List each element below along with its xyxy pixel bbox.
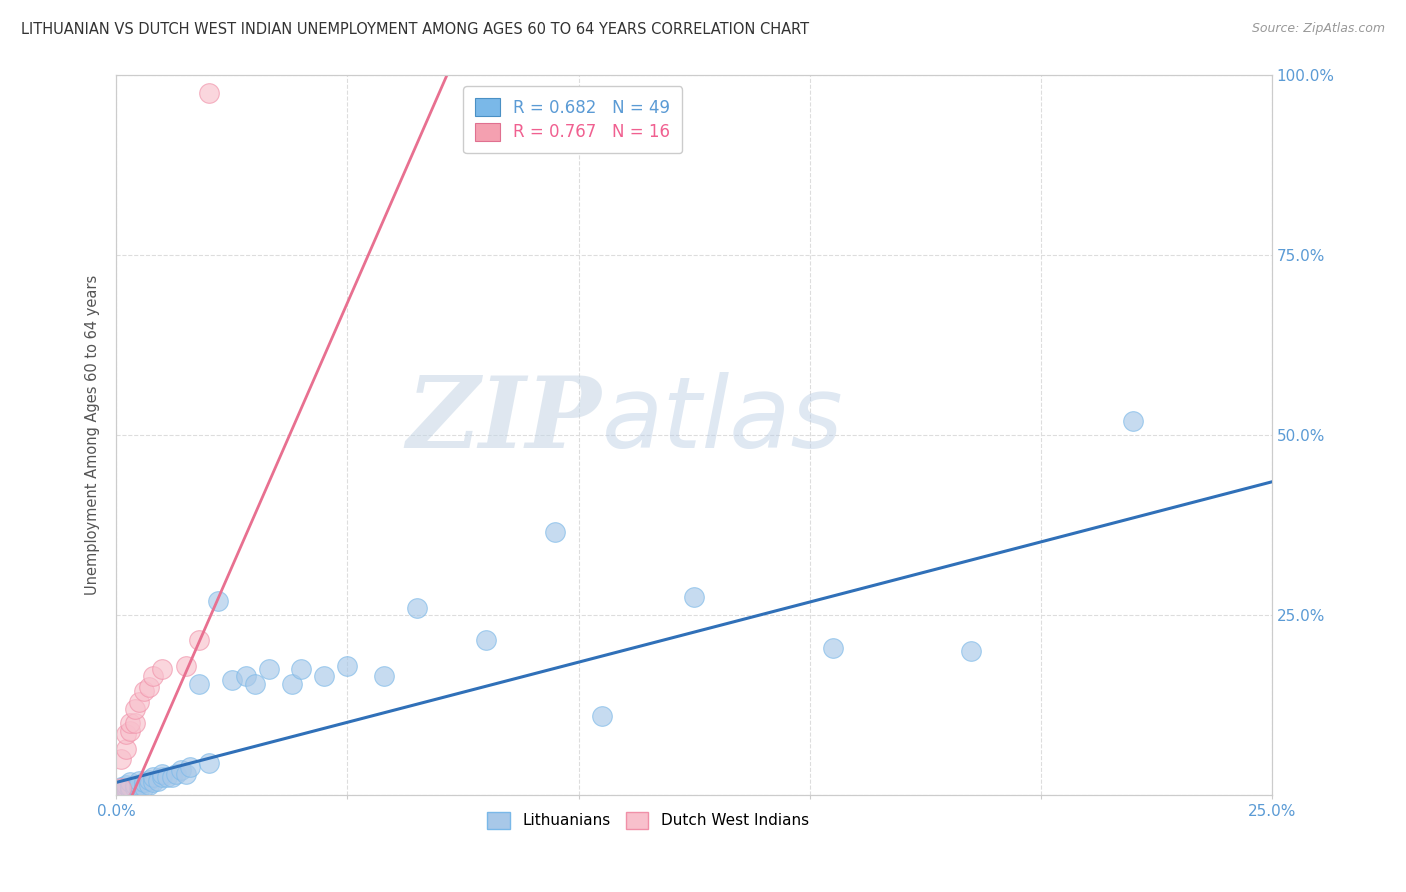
Point	[243, 676, 266, 690]
Point	[160, 770, 183, 784]
Point	[165, 766, 187, 780]
Point	[373, 669, 395, 683]
Point	[128, 778, 150, 792]
Point	[544, 525, 567, 540]
Point	[110, 780, 132, 794]
Point	[128, 782, 150, 797]
Point	[146, 774, 169, 789]
Point	[120, 723, 142, 738]
Point	[591, 709, 613, 723]
Point	[120, 782, 142, 797]
Point	[120, 716, 142, 731]
Text: LITHUANIAN VS DUTCH WEST INDIAN UNEMPLOYMENT AMONG AGES 60 TO 64 YEARS CORRELATI: LITHUANIAN VS DUTCH WEST INDIAN UNEMPLOY…	[21, 22, 810, 37]
Point	[110, 752, 132, 766]
Point	[128, 774, 150, 789]
Point	[128, 695, 150, 709]
Point	[1122, 413, 1144, 427]
Point	[314, 669, 336, 683]
Text: atlas: atlas	[602, 372, 844, 469]
Point	[174, 658, 197, 673]
Point	[281, 676, 304, 690]
Point	[197, 86, 219, 100]
Point	[475, 633, 498, 648]
Point	[197, 756, 219, 770]
Point	[138, 778, 160, 792]
Point	[188, 676, 211, 690]
Point	[235, 669, 257, 683]
Point	[124, 778, 146, 792]
Point	[152, 662, 174, 676]
Point	[114, 778, 136, 792]
Point	[188, 633, 211, 648]
Point	[114, 741, 136, 756]
Point	[170, 763, 193, 777]
Point	[179, 759, 201, 773]
Point	[132, 684, 155, 698]
Point	[221, 673, 243, 687]
Point	[120, 780, 142, 794]
Point	[124, 716, 146, 731]
Point	[336, 658, 359, 673]
Point	[405, 601, 427, 615]
Point	[290, 662, 312, 676]
Point	[142, 669, 165, 683]
Point	[821, 640, 844, 655]
Point	[152, 770, 174, 784]
Point	[142, 775, 165, 789]
Point	[152, 766, 174, 780]
Point	[132, 780, 155, 794]
Text: ZIP: ZIP	[406, 372, 602, 469]
Legend: Lithuanians, Dutch West Indians: Lithuanians, Dutch West Indians	[481, 805, 815, 835]
Point	[110, 782, 132, 797]
Text: Source: ZipAtlas.com: Source: ZipAtlas.com	[1251, 22, 1385, 36]
Point	[257, 662, 280, 676]
Point	[174, 766, 197, 780]
Point	[683, 590, 706, 604]
Point	[124, 781, 146, 796]
Point	[207, 593, 229, 607]
Point	[110, 785, 132, 799]
Point	[114, 781, 136, 796]
Point	[110, 781, 132, 796]
Point	[960, 644, 983, 658]
Point	[120, 775, 142, 789]
Point	[138, 680, 160, 694]
Point	[156, 770, 179, 784]
Point	[138, 772, 160, 787]
Point	[114, 785, 136, 799]
Point	[124, 702, 146, 716]
Point	[142, 770, 165, 784]
Y-axis label: Unemployment Among Ages 60 to 64 years: Unemployment Among Ages 60 to 64 years	[86, 275, 100, 595]
Point	[132, 775, 155, 789]
Point	[114, 727, 136, 741]
